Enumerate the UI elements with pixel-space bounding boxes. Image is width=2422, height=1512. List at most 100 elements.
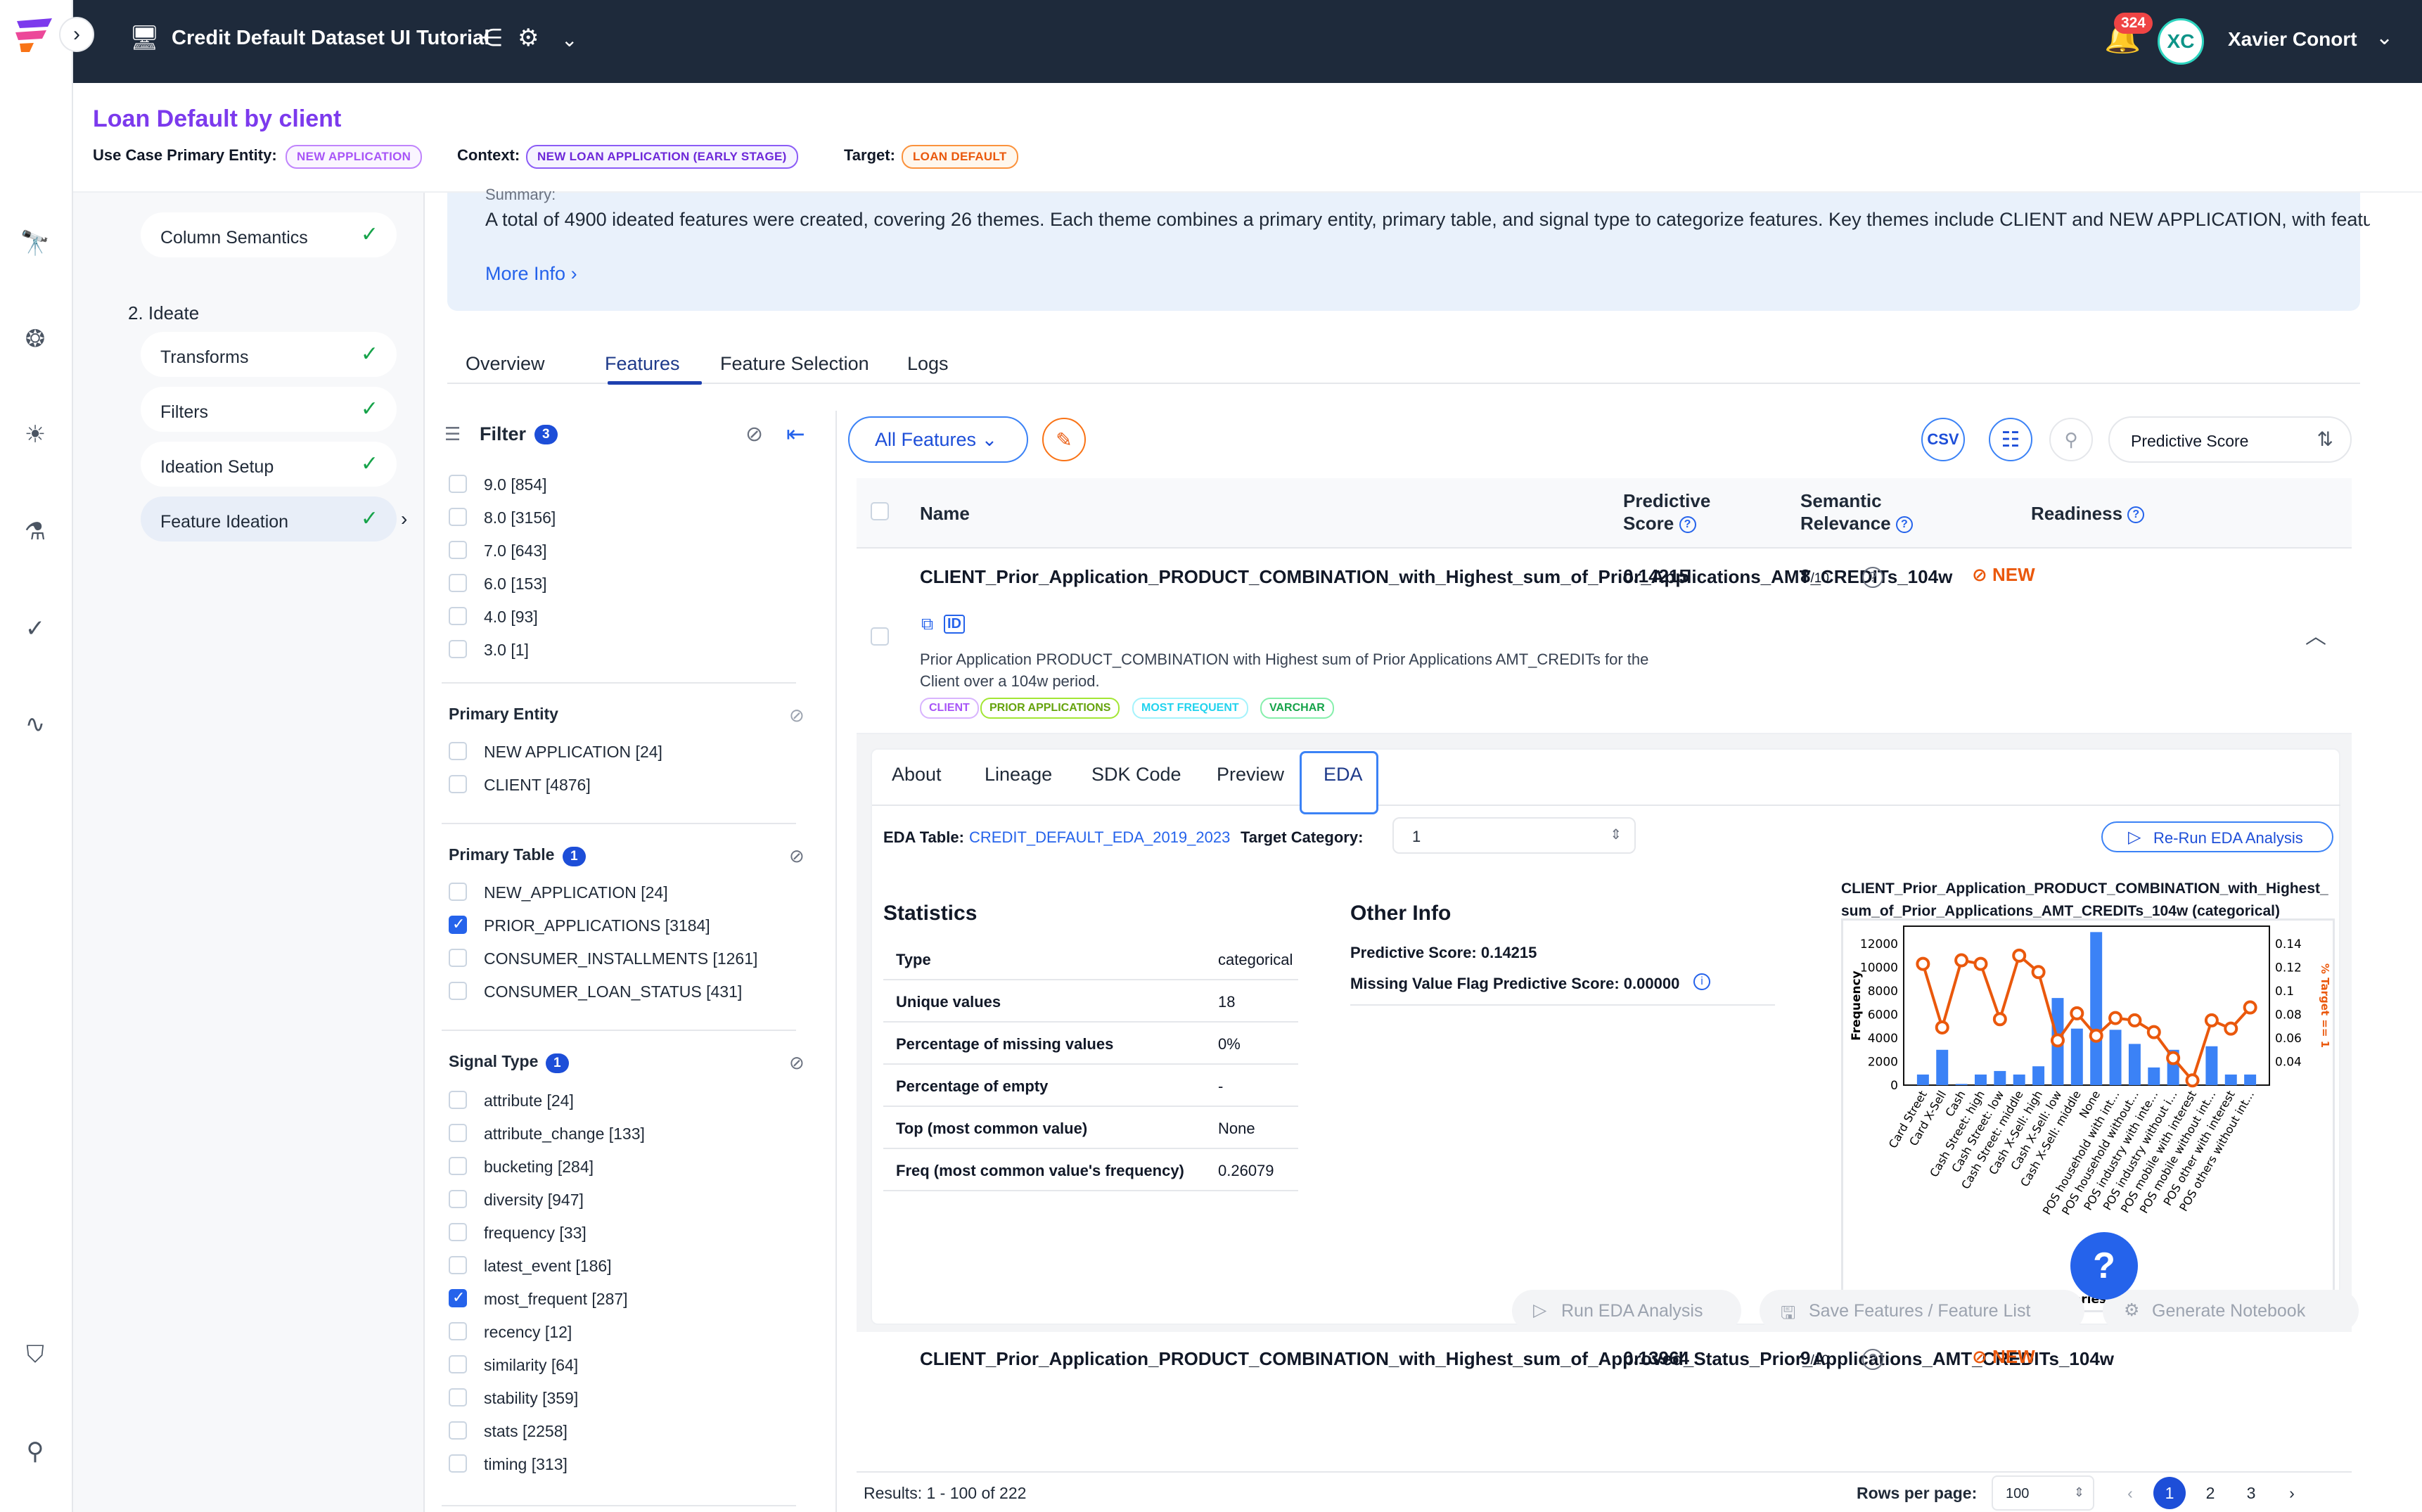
primary-table-checkbox[interactable]	[449, 883, 467, 901]
chevron-down-icon[interactable]: ⌄	[561, 29, 578, 51]
signal-type-checkbox[interactable]	[449, 1322, 467, 1340]
page-3-button[interactable]: 3	[2246, 1483, 2256, 1502]
primary-table-option[interactable]: PRIOR_APPLICATIONS [3184]	[484, 916, 710, 935]
col-name[interactable]: Name	[920, 503, 970, 524]
signal-type-checkbox[interactable]	[449, 1421, 467, 1440]
primary-entity-option[interactable]: CLIENT [4876]	[484, 776, 591, 794]
rerun-eda-button[interactable]: ▷ Re-Run EDA Analysis	[2101, 821, 2333, 852]
checkmark-icon[interactable]: ✓	[25, 615, 46, 642]
primary-table-checkbox[interactable]	[449, 915, 467, 934]
flask-icon[interactable]: ⚗	[24, 518, 46, 545]
signal-type-option[interactable]: latest_event [186]	[484, 1257, 612, 1275]
telescope-icon[interactable]: 🔭	[20, 230, 51, 257]
use-case-title[interactable]: Loan Default by client	[93, 105, 342, 132]
signal-type-checkbox[interactable]	[449, 1190, 467, 1208]
generate-notebook-button[interactable]: ⚙ Generate Notebook	[2103, 1290, 2359, 1332]
gear-icon[interactable]: ⚙	[518, 25, 539, 51]
score-option[interactable]: 7.0 [643]	[484, 542, 547, 560]
info-icon[interactable]: i	[1693, 973, 1710, 990]
user-search-icon[interactable]: ⚲	[26, 1438, 44, 1465]
funnel-icon[interactable]: ⊘	[789, 705, 805, 726]
score-option[interactable]: 9.0 [854]	[484, 475, 547, 494]
signal-type-option[interactable]: bucketing [284]	[484, 1158, 594, 1176]
tab-feature-selection[interactable]: Feature Selection	[720, 353, 869, 374]
chevron-up-icon[interactable]: ︿	[2305, 625, 2326, 648]
table-row[interactable]: CLIENT_Prior_Application_PRODUCT_COMBINA…	[857, 550, 2352, 734]
signal-type-option[interactable]: attribute_change [133]	[484, 1125, 645, 1143]
step-feature-ideation[interactable]: Feature Ideation ✓	[141, 496, 397, 542]
id-icon[interactable]: ID	[944, 615, 965, 634]
feature-name[interactable]: CLIENT_Prior_Application_PRODUCT_COMBINA…	[920, 566, 1953, 587]
signal-type-option[interactable]: most_frequent [287]	[484, 1290, 628, 1308]
tab-overview[interactable]: Overview	[466, 353, 545, 374]
collapse-panel-icon[interactable]: ⇤	[786, 421, 805, 447]
primary-table-checkbox[interactable]	[449, 949, 467, 967]
primary-table-option[interactable]: NEW_APPLICATION [24]	[484, 883, 668, 902]
primary-table-option[interactable]: CONSUMER_LOAN_STATUS [431]	[484, 982, 743, 1001]
primary-entity-checkbox[interactable]	[449, 775, 467, 793]
help-icon[interactable]: ?	[2127, 506, 2145, 524]
eda-table-link[interactable]: CREDIT_DEFAULT_EDA_2019_2023	[969, 828, 1231, 846]
signal-type-option[interactable]: timing [313]	[484, 1455, 568, 1473]
help-button[interactable]: ?	[2070, 1232, 2138, 1300]
chevron-right-icon[interactable]: ›	[401, 508, 408, 530]
rows-per-page-select[interactable]: 100 ⇕	[1992, 1475, 2094, 1511]
score-option[interactable]: 4.0 [93]	[484, 608, 538, 626]
expand-sidebar-button[interactable]: ›	[59, 17, 94, 52]
primary-table-checkbox[interactable]	[449, 982, 467, 1000]
tab-features[interactable]: Features	[605, 353, 680, 374]
help-icon[interactable]: ?	[1679, 516, 1696, 534]
lightbulb-icon[interactable]: ☀	[24, 421, 46, 448]
score-option[interactable]: 3.0 [1]	[484, 641, 529, 659]
score-checkbox[interactable]	[449, 574, 467, 592]
step-column-semantics[interactable]: Column Semantics ✓	[141, 212, 397, 257]
col-readiness[interactable]: Readiness ?	[2031, 502, 2145, 525]
step-transforms[interactable]: Transforms ✓	[141, 332, 397, 377]
step-ideation-setup[interactable]: Ideation Setup ✓	[141, 442, 397, 487]
signal-type-option[interactable]: attribute [24]	[484, 1091, 574, 1110]
tab-about[interactable]: About	[892, 764, 942, 785]
magic-wand-icon[interactable]: ✎	[1042, 418, 1086, 461]
col-semantic-relevance[interactable]: Semantic Relevance ?	[1800, 489, 1927, 534]
clear-filter-icon[interactable]: ⊘	[745, 423, 764, 446]
app-logo[interactable]	[13, 15, 56, 55]
row-checkbox[interactable]	[871, 627, 889, 646]
primary-table-option[interactable]: CONSUMER_INSTALLMENTS [1261]	[484, 949, 758, 968]
score-checkbox[interactable]	[449, 640, 467, 658]
col-predictive-score[interactable]: Predictive Score ?	[1623, 489, 1729, 534]
signal-type-option[interactable]: frequency [33]	[484, 1224, 587, 1242]
help-icon[interactable]: ?	[1862, 567, 1883, 588]
signal-type-checkbox[interactable]	[449, 1256, 467, 1274]
tab-logs[interactable]: Logs	[907, 353, 949, 374]
all-features-dropdown[interactable]: All Features ⌄	[848, 416, 1028, 463]
target-category-select[interactable]: 1 ⇕	[1392, 817, 1636, 854]
primary-entity-option[interactable]: NEW APPLICATION [24]	[484, 743, 662, 761]
score-checkbox[interactable]	[449, 475, 467, 493]
signal-type-checkbox[interactable]	[449, 1454, 467, 1473]
score-checkbox[interactable]	[449, 508, 467, 526]
save-features-button[interactable]: 🖫 Save Features / Feature List	[1760, 1290, 2084, 1332]
clear-filter-icon[interactable]: ⊘	[789, 845, 805, 866]
feature-name[interactable]: CLIENT_Prior_Application_PRODUCT_COMBINA…	[920, 1348, 2115, 1369]
more-info-link[interactable]: More Info ›	[485, 263, 577, 285]
help-icon[interactable]: ?	[1895, 516, 1913, 534]
score-checkbox[interactable]	[449, 541, 467, 559]
clear-filter-icon[interactable]: ⊘	[789, 1052, 805, 1073]
chevron-down-icon[interactable]: ⌄	[2376, 26, 2394, 49]
avatar[interactable]: XC	[2158, 18, 2204, 65]
help-icon[interactable]: ?	[1862, 1349, 1883, 1370]
signal-type-option[interactable]: diversity [947]	[484, 1191, 584, 1209]
signal-type-option[interactable]: stability [359]	[484, 1389, 579, 1407]
score-option[interactable]: 6.0 [153]	[484, 575, 547, 593]
shield-icon[interactable]: ⛉	[26, 1340, 44, 1368]
signal-type-option[interactable]: stats [2258]	[484, 1422, 568, 1440]
sort-select[interactable]: Predictive Score ⇅	[2108, 416, 2352, 463]
activity-icon[interactable]: ∿	[25, 711, 46, 738]
score-option[interactable]: 8.0 [3156]	[484, 508, 556, 527]
signal-type-checkbox[interactable]	[449, 1124, 467, 1142]
select-all-checkbox[interactable]	[871, 502, 889, 520]
page-2-button[interactable]: 2	[2205, 1483, 2215, 1502]
tab-lineage[interactable]: Lineage	[985, 764, 1053, 785]
next-page-icon[interactable]: ›	[2289, 1483, 2295, 1502]
prev-page-icon[interactable]: ‹	[2127, 1483, 2133, 1502]
